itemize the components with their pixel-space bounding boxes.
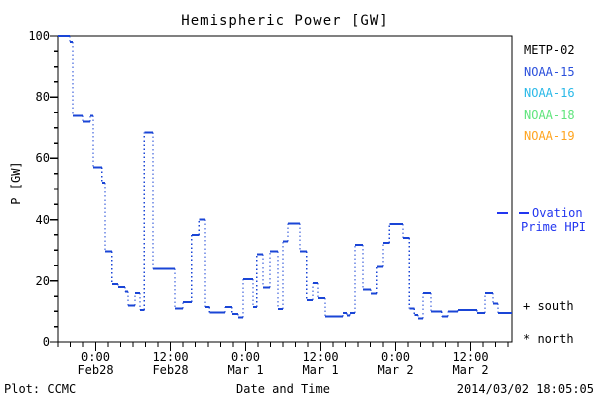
chart-title: Hemispheric Power [GW] (181, 13, 389, 29)
x-tick-label: 0:00 Feb28 (77, 350, 114, 377)
legend-item-noaa-19: NOAA-19 (524, 129, 575, 143)
legend-item-noaa-18: NOAA-18 (524, 107, 575, 122)
south-marker-label: + south (523, 299, 574, 313)
x-tick-label: 0:00 Mar 2 (377, 350, 414, 377)
plot-frame (57, 35, 513, 343)
legend-item-noaa-16: NOAA-16 (524, 86, 575, 100)
y-tick-label: 60 (35, 151, 50, 166)
y-tick-label: 80 (35, 90, 50, 105)
x-axis-title: Date and Time (236, 382, 330, 396)
x-tick-label: 12:00 Mar 2 (452, 350, 489, 377)
y-tick-label: 0 (42, 335, 50, 349)
x-tick-label: 12:00 Feb28 (152, 350, 189, 377)
y-tick-label: 40 (35, 212, 50, 227)
ovation-legend-line1: Ovation (532, 206, 583, 220)
legend-item-noaa-15: NOAA-15 (524, 64, 575, 79)
x-tick-label: 12:00 Mar 1 (302, 350, 339, 377)
plot-timestamp: 2014/03/02 18:05:05 (456, 382, 594, 396)
north-marker-label: * north (523, 332, 574, 346)
legend-item-metp-02: METP-02 (524, 43, 575, 57)
y-tick-label: 20 (35, 273, 50, 288)
plot-credit: Plot: CCMC (4, 382, 77, 396)
ovation-legend-line2: Prime HPI (521, 220, 587, 234)
y-tick-label: 100 (28, 29, 50, 43)
x-tick-label: 0:00 Mar 1 (227, 350, 264, 377)
